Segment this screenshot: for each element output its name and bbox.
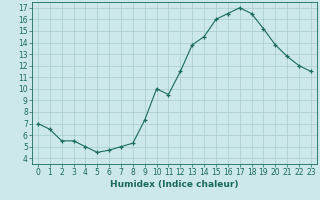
X-axis label: Humidex (Indice chaleur): Humidex (Indice chaleur) (110, 180, 239, 189)
